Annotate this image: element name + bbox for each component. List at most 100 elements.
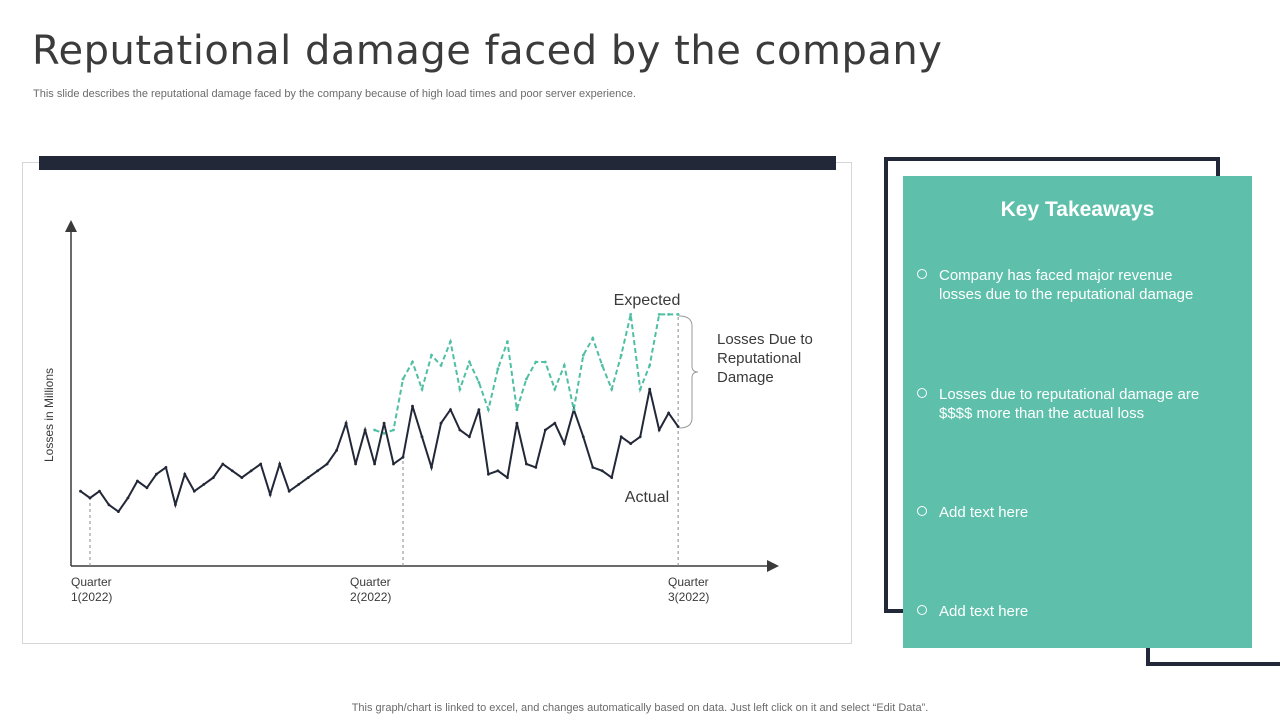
actual-data-point	[79, 489, 82, 493]
expected-data-point	[591, 336, 595, 340]
actual-data-point	[249, 469, 253, 473]
expected-data-point	[534, 360, 538, 364]
actual-data-point	[581, 435, 585, 439]
expected-data-point	[667, 313, 670, 316]
expected-data-point	[487, 408, 490, 411]
actual-data-point	[420, 435, 424, 439]
expected-data-point	[648, 364, 652, 367]
x-tick-label: Quarter 2(2022)	[350, 575, 391, 604]
takeaway-text: Add text here	[939, 503, 1028, 522]
actual-data-point	[155, 472, 158, 476]
actual-data-point	[657, 428, 661, 432]
actual-data-point	[430, 466, 433, 469]
circle-bullet-icon	[917, 506, 927, 516]
actual-data-point	[192, 489, 196, 493]
expected-data-point	[401, 377, 405, 381]
takeaway-text-line: Add text here	[939, 603, 1029, 620]
actual-data-point	[525, 462, 528, 466]
takeaway-text: Company has faced major revenue losses d…	[939, 266, 1193, 304]
expected-data-point	[562, 364, 566, 367]
actual-data-point	[126, 496, 130, 500]
actual-data-point	[411, 404, 414, 408]
expected-data-point	[638, 387, 642, 391]
actual-data-point	[306, 476, 310, 479]
expected-data-point	[581, 353, 585, 357]
expected-data-point	[610, 387, 614, 391]
actual-data-point	[477, 408, 481, 411]
expected-data-point	[373, 428, 376, 432]
expected-data-point	[382, 432, 386, 435]
takeaway-text: Add text here	[939, 602, 1028, 621]
takeaway-item[interactable]: Company has faced major revenue losses d…	[917, 266, 1237, 304]
expected-data-point	[600, 364, 604, 367]
actual-data-point	[98, 489, 101, 493]
actual-data-point	[354, 462, 357, 466]
actual-data-point	[667, 411, 670, 415]
actual-data-point	[117, 510, 120, 513]
expected-data-point	[629, 313, 633, 316]
takeaway-text-line: Add text here	[939, 504, 1029, 521]
actual-data-point	[629, 442, 633, 445]
actual-data-point	[449, 408, 452, 411]
actual-data-point	[382, 421, 386, 425]
actual-data-point	[515, 421, 519, 425]
actual-data-point	[363, 428, 367, 432]
actual-data-point	[211, 476, 215, 479]
takeaway-item[interactable]: Add text here	[917, 503, 1237, 522]
takeaway-item[interactable]: Losses due to reputational damage are $$…	[917, 385, 1237, 423]
actual-data-point	[648, 387, 652, 391]
page-title: Reputational damage faced by the company	[32, 28, 943, 74]
actual-data-point	[174, 503, 177, 507]
expected-data-point	[392, 428, 395, 432]
actual-series-line	[79, 388, 679, 514]
expected-data-point	[468, 360, 471, 364]
actual-data-point	[591, 466, 595, 469]
expected-series-line	[374, 313, 679, 435]
takeaway-text-line: Losses due to reputational damage are	[939, 386, 1200, 403]
actual-data-point	[259, 462, 263, 466]
actual-data-point	[543, 428, 547, 432]
expected-data-point	[430, 353, 433, 357]
actual-data-point	[325, 462, 329, 466]
actual-data-point	[373, 462, 376, 466]
x-tick-label: Quarter 1(2022)	[71, 575, 112, 604]
actual-data-point	[468, 435, 471, 439]
actual-data-point	[335, 449, 338, 452]
circle-bullet-icon	[917, 269, 927, 279]
chart-header-bar	[39, 156, 836, 170]
actual-data-point	[297, 483, 301, 486]
expected-data-point	[572, 408, 576, 411]
actual-data-point	[392, 462, 395, 466]
actual-data-point	[202, 483, 206, 486]
expected-data-point	[543, 360, 547, 364]
actual-data-point	[676, 425, 680, 428]
x-tick-label: Quarter 3(2022)	[668, 575, 709, 604]
expected-data-point	[619, 353, 623, 357]
circle-bullet-icon	[917, 605, 927, 615]
y-axis-label: Losses in Millions	[42, 368, 56, 462]
actual-data-point	[534, 466, 538, 469]
actual-data-point	[221, 462, 225, 466]
expected-data-point	[506, 340, 509, 343]
footer-note: This graph/chart is linked to excel, and…	[351, 702, 929, 714]
gap-brace	[678, 315, 699, 429]
actual-data-point	[638, 435, 642, 439]
actual-data-point	[145, 486, 149, 490]
actual-data-point	[553, 421, 557, 425]
gap-label-line: Losses Due to	[717, 331, 813, 348]
takeaway-text: Losses due to reputational damage are $$…	[939, 385, 1199, 423]
takeaway-text-line: $$$$ more than the actual loss	[939, 405, 1145, 422]
actual-data-point	[107, 503, 111, 507]
expected-data-point	[439, 364, 443, 367]
actual-data-point	[562, 442, 566, 445]
expected-data-point	[676, 313, 680, 316]
expected-data-point	[449, 340, 452, 343]
key-takeaways-panel[interactable]: Key Takeaways Company has faced major re…	[903, 176, 1252, 648]
takeaway-item[interactable]: Add text here	[917, 602, 1237, 621]
actual-data-point	[183, 472, 187, 476]
actual-data-point	[487, 472, 490, 476]
actual-data-point	[164, 466, 168, 469]
expected-data-point	[477, 381, 481, 384]
line-chart[interactable]: Losses in Millions Quarter 1(2022) Quarter…	[0, 0, 880, 720]
gap-label-line: Damage	[717, 369, 774, 386]
